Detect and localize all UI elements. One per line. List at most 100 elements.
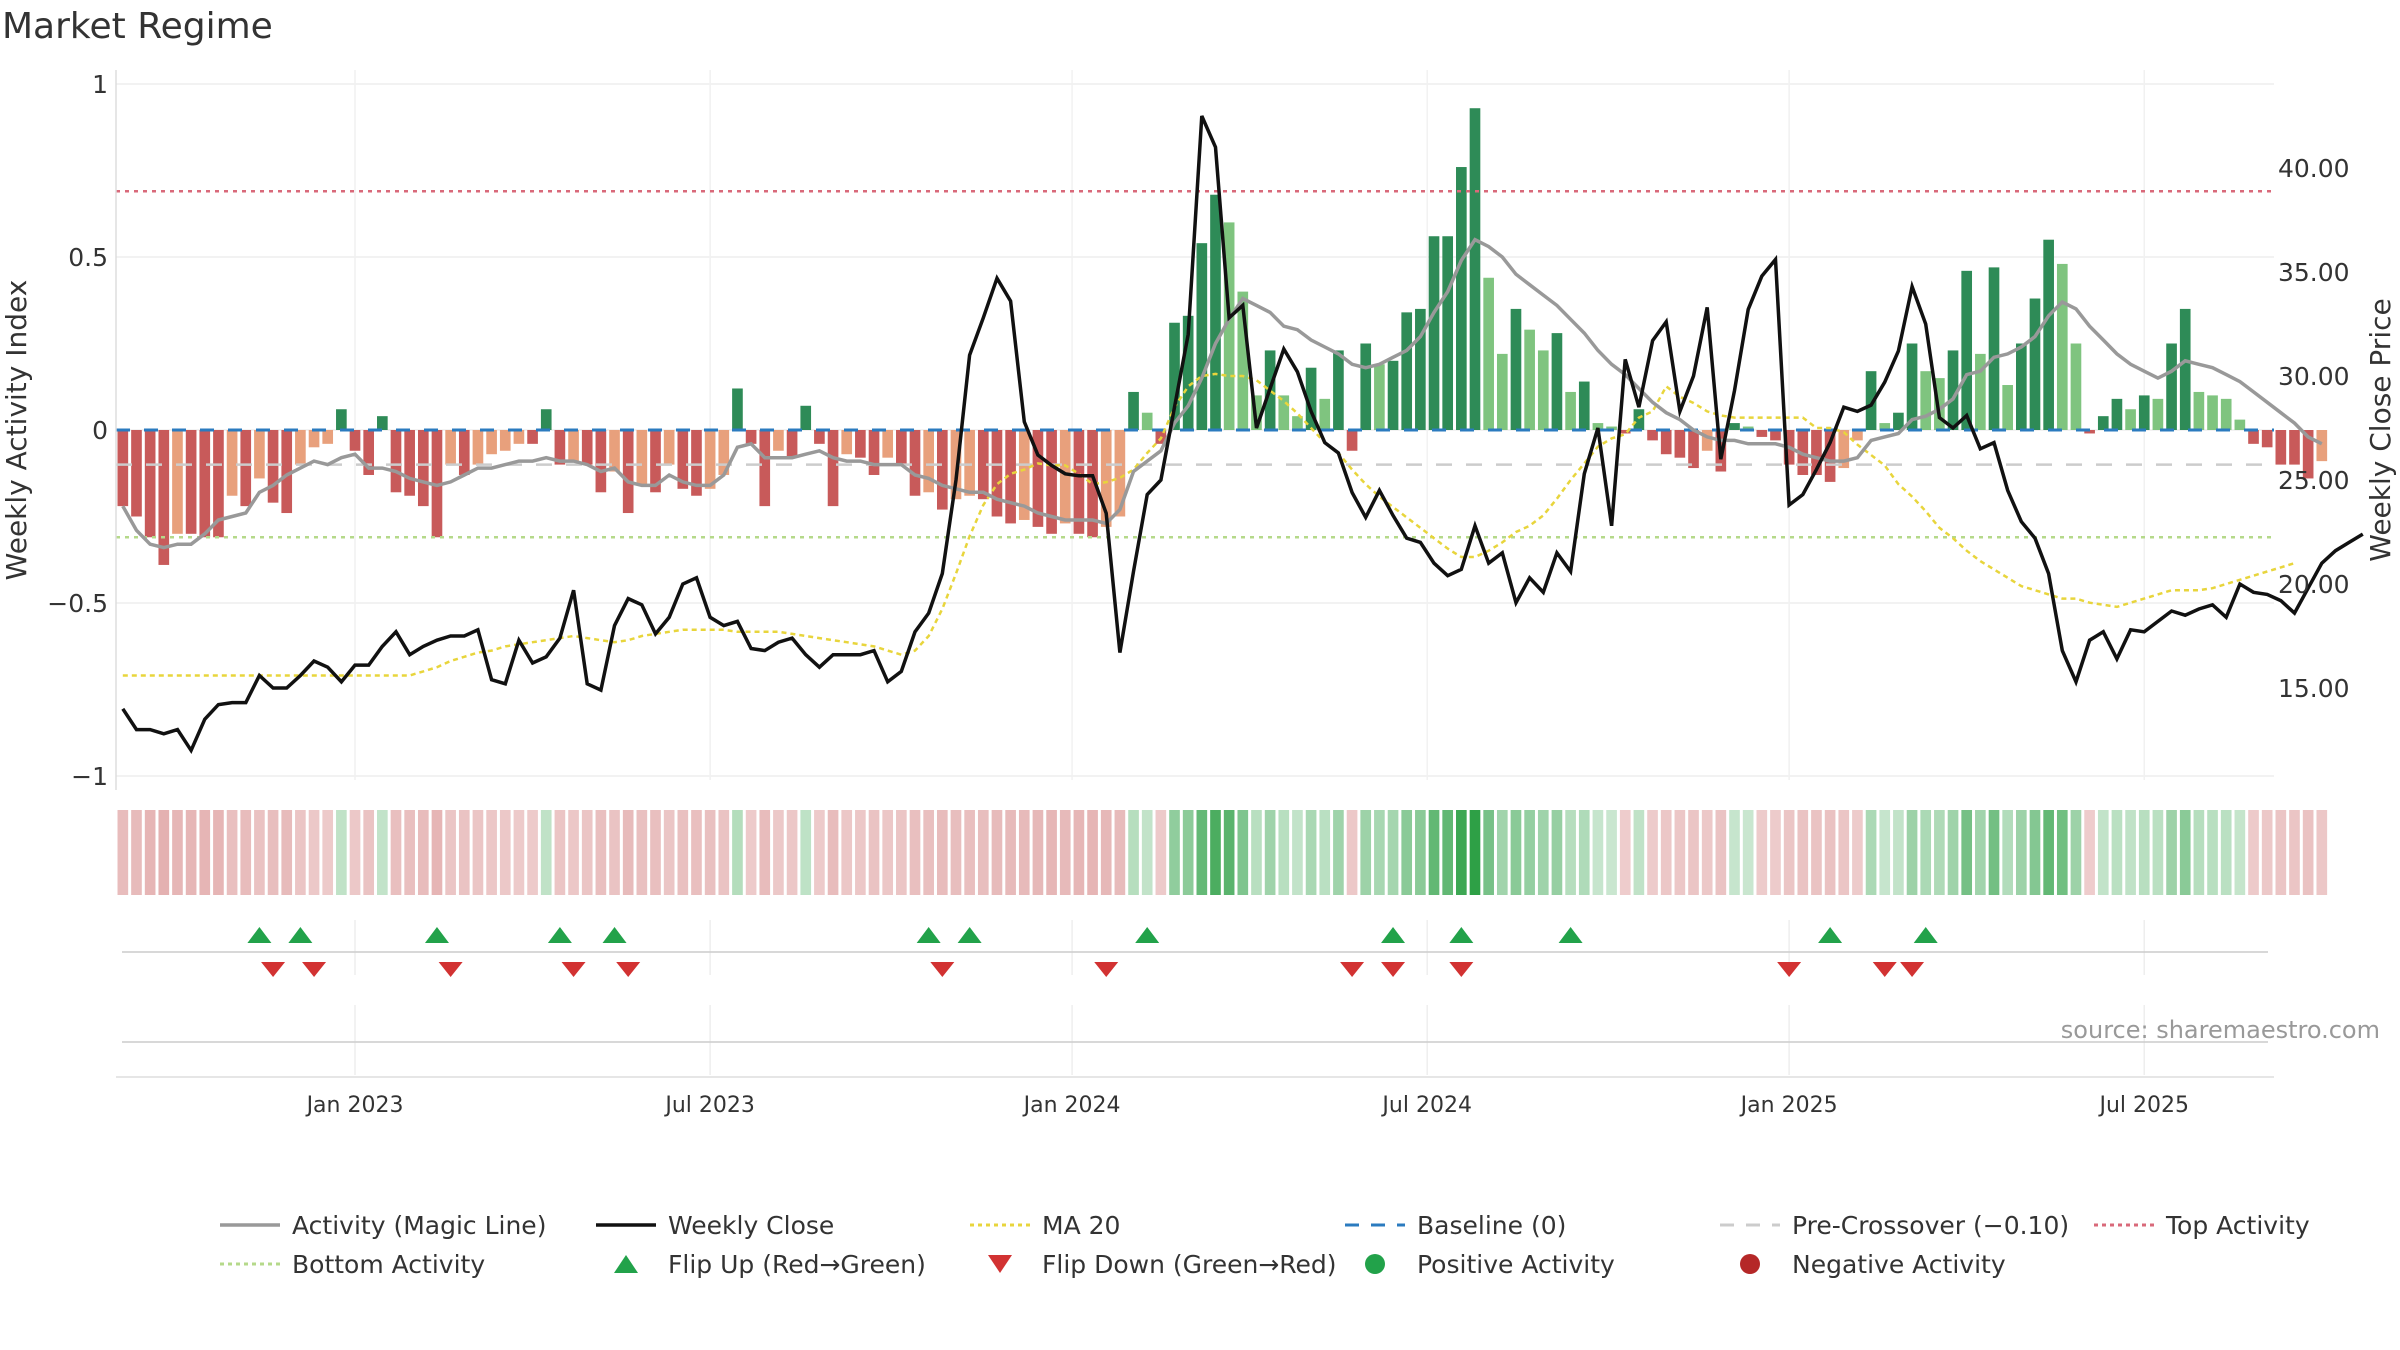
regime-cell — [1496, 810, 1508, 895]
activity-bar — [1524, 329, 1535, 430]
regime-cell — [1196, 810, 1208, 895]
activity-bar — [540, 409, 552, 430]
flip-down-marker — [1872, 962, 1897, 977]
regime-cell — [595, 810, 607, 895]
legend-label: Flip Down (Green→Red) — [1042, 1250, 1337, 1279]
activity-bar — [1770, 430, 1781, 441]
activity-bar — [377, 416, 388, 430]
regime-cell — [1415, 810, 1426, 895]
legend: Activity (Magic Line) Weekly Close MA 20 Ba… — [220, 1211, 2310, 1279]
flip-up-marker — [247, 927, 272, 943]
regime-cell — [1251, 810, 1262, 895]
activity-bar — [1483, 277, 1494, 430]
activity-bar — [1660, 430, 1672, 455]
regime-cell — [1155, 810, 1167, 895]
regime-cell — [1660, 810, 1672, 895]
activity-bar — [322, 430, 334, 444]
flip-down-marker — [302, 962, 327, 977]
legend-swatch — [1365, 1254, 1385, 1274]
activity-bar — [581, 430, 593, 465]
regime-cell — [1360, 810, 1372, 895]
y-tick-label: 0.5 — [68, 243, 108, 272]
activity-bar — [1469, 108, 1481, 430]
regime-cell — [1852, 810, 1863, 895]
activity-bar — [1428, 236, 1440, 430]
flip-up-marker — [1449, 927, 1474, 943]
regime-strip — [117, 810, 2328, 895]
regime-cell — [458, 810, 470, 895]
regime-cell — [568, 810, 579, 895]
regime-cell — [2138, 810, 2150, 895]
legend-label: Flip Up (Red→Green) — [668, 1250, 926, 1279]
regime-cell — [2056, 810, 2068, 895]
legend-item-bottom: Bottom Activity — [220, 1250, 485, 1279]
regime-cell — [185, 810, 197, 895]
activity-bar — [158, 430, 170, 565]
regime-cell — [144, 810, 156, 895]
regime-cell — [786, 810, 798, 895]
regime-cell — [240, 810, 252, 895]
regime-cell — [390, 810, 402, 895]
activity-bar — [2070, 343, 2082, 430]
activity-bar — [1988, 267, 2000, 430]
regime-cell — [677, 810, 689, 895]
regime-cell — [2261, 810, 2273, 895]
flip-down-marker — [438, 962, 463, 977]
activity-bar — [131, 430, 142, 517]
activity-bar — [882, 430, 894, 458]
activity-bar — [1865, 371, 1877, 430]
activity-bars — [117, 108, 2328, 565]
y-tick-label: 0 — [92, 416, 108, 445]
regime-cell — [2043, 810, 2054, 895]
magic-line — [121, 237, 2323, 550]
regime-cell — [1674, 810, 1686, 895]
activity-bar — [295, 430, 306, 465]
activity-bar — [1838, 430, 1850, 469]
activity-bar — [185, 430, 197, 534]
activity-bar — [1824, 430, 1836, 482]
regime-cell — [1838, 810, 1850, 895]
regime-cell — [1865, 810, 1877, 895]
weekly-close-line — [121, 115, 2364, 755]
x-tick-label: Jul 2023 — [663, 1093, 755, 1118]
activity-bar — [527, 430, 538, 444]
flip-up-marker — [288, 927, 313, 943]
regime-cell — [2084, 810, 2095, 895]
regime-cell — [1210, 810, 1221, 895]
regime-cell — [2015, 810, 2027, 895]
regime-cell — [950, 810, 962, 895]
regime-cell — [445, 810, 456, 895]
regime-cell — [267, 810, 279, 895]
legend-swatch — [988, 1255, 1012, 1273]
regime-cell — [1797, 810, 1809, 895]
regime-cell — [363, 810, 375, 895]
activity-bar — [1292, 416, 1303, 430]
regime-cell — [691, 810, 702, 895]
activity-bar — [1633, 409, 1645, 430]
activity-bar — [2056, 263, 2068, 430]
regime-cell — [2193, 810, 2205, 895]
activity-bar — [1360, 343, 1372, 430]
activity-bar — [1141, 412, 1153, 430]
activity-bar — [745, 430, 757, 444]
activity-bar — [404, 430, 415, 496]
activity-bar — [254, 430, 265, 479]
activity-bar — [445, 430, 456, 465]
activity-bar — [759, 430, 771, 507]
regime-cell — [1824, 810, 1836, 895]
y2-tick-label: 40.00 — [2278, 154, 2350, 183]
regime-cell — [117, 810, 129, 895]
activity-bar — [1578, 381, 1590, 430]
regime-cell — [2152, 810, 2164, 895]
regime-cell — [841, 810, 853, 895]
regime-cell — [1510, 810, 1522, 895]
regime-cell — [1906, 810, 1918, 895]
regime-cell — [417, 810, 429, 895]
activity-bar — [2002, 385, 2013, 430]
regime-cell — [527, 810, 538, 895]
y-tick-label: −0.5 — [47, 589, 108, 618]
flip-up-marker — [602, 927, 627, 943]
activity-bar — [1920, 371, 1932, 430]
regime-cell — [1141, 810, 1153, 895]
activity-bar — [2125, 409, 2136, 430]
